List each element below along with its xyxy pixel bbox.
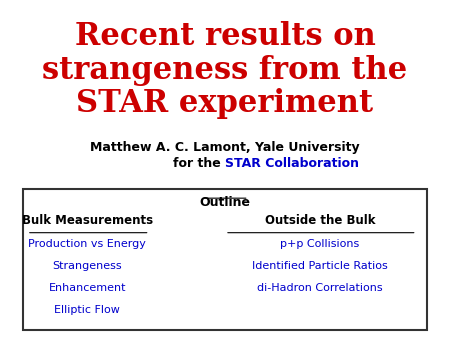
Text: STAR Collaboration: STAR Collaboration [225, 158, 359, 170]
Text: Outside the Bulk: Outside the Bulk [265, 214, 375, 227]
Text: di-Hadron Correlations: di-Hadron Correlations [257, 283, 382, 293]
Text: strangeness from the: strangeness from the [42, 55, 408, 86]
Text: Bulk Measurements: Bulk Measurements [22, 214, 153, 227]
Text: Matthew A. C. Lamont, Yale University: Matthew A. C. Lamont, Yale University [90, 141, 360, 154]
Text: Identified Particle Ratios: Identified Particle Ratios [252, 261, 387, 271]
Text: Outline: Outline [199, 196, 251, 209]
Text: Enhancement: Enhancement [49, 283, 126, 293]
Text: for the: for the [173, 158, 225, 170]
Text: Production vs Energy: Production vs Energy [28, 239, 146, 249]
Text: Strangeness: Strangeness [52, 261, 122, 271]
Text: Elliptic Flow: Elliptic Flow [54, 305, 120, 315]
Text: Recent results on: Recent results on [75, 21, 375, 52]
Text: STAR experiment: STAR experiment [76, 88, 373, 119]
Text: p+p Collisions: p+p Collisions [280, 239, 360, 249]
Bar [22, 189, 427, 330]
